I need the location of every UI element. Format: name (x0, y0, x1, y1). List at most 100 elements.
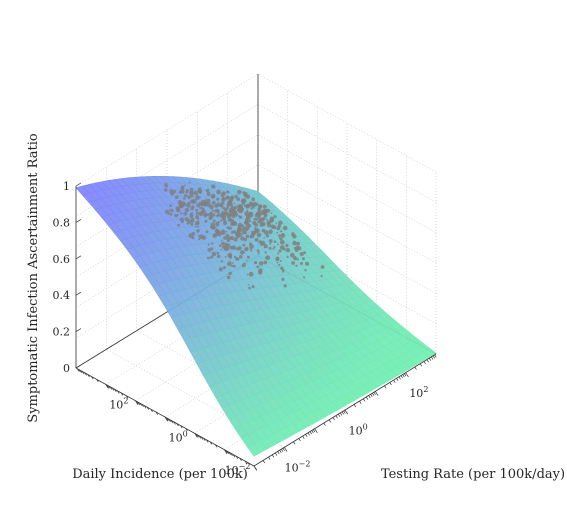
observation-point (206, 191, 211, 197)
y-tick (305, 434, 308, 438)
observation-point (190, 220, 194, 223)
observation-point (256, 232, 262, 238)
x-tick (84, 372, 87, 376)
observation-point (262, 209, 267, 213)
observation-point (276, 226, 281, 231)
observation-point (218, 244, 222, 247)
observation-point (221, 197, 225, 201)
observation-point (206, 213, 210, 217)
y-tick (298, 438, 301, 442)
observation-points (163, 181, 325, 290)
observation-point (273, 240, 277, 243)
observation-point (203, 213, 208, 218)
x-tick (232, 454, 236, 458)
observation-point (256, 265, 259, 269)
y-tick (384, 385, 387, 389)
observation-point (265, 256, 268, 259)
observation-point (199, 206, 203, 210)
y-tick (398, 376, 401, 380)
observation-point (215, 230, 220, 235)
observation-point (241, 226, 246, 231)
observation-point (279, 245, 285, 250)
x-tick (167, 418, 170, 422)
z-axis: 0 0.2 0.4 0.6 0.8 1 (53, 180, 82, 375)
surface-patch (247, 443, 261, 457)
observation-point (195, 208, 199, 212)
observation-point (283, 284, 287, 288)
observation-point (229, 235, 234, 240)
x-tick (108, 385, 111, 389)
observation-point (275, 257, 280, 262)
y-tick (332, 417, 335, 421)
y-tick (281, 448, 284, 452)
observation-point (248, 271, 254, 277)
y-tick (353, 404, 357, 408)
observation-point (187, 195, 192, 200)
observation-point (216, 223, 219, 227)
observation-point (257, 253, 260, 255)
observation-point (190, 222, 194, 226)
observation-point (229, 198, 234, 202)
observation-point (183, 197, 186, 200)
observation-point (245, 225, 250, 231)
observation-point (265, 234, 270, 238)
x-axis: 10−2 100 102 (77, 368, 258, 477)
observation-point (300, 261, 303, 265)
observation-point (265, 218, 268, 221)
observation-point (214, 209, 218, 213)
observation-point (246, 209, 249, 212)
observation-point (263, 244, 268, 249)
y-tick (262, 460, 266, 464)
observation-point (226, 226, 230, 230)
observation-point (171, 192, 175, 196)
observation-point (266, 220, 271, 225)
observation-point (236, 257, 240, 261)
observation-point (169, 212, 173, 216)
observation-point (268, 229, 273, 234)
observation-point (180, 203, 184, 208)
observation-point (184, 217, 189, 222)
y-tick (274, 452, 278, 456)
observation-point (276, 261, 279, 264)
observation-point (221, 241, 225, 246)
observation-point (219, 203, 224, 208)
x-tick (169, 419, 172, 423)
observation-point (249, 201, 254, 206)
observation-point (165, 185, 168, 188)
x-tick (185, 428, 188, 432)
observation-point (230, 205, 234, 208)
observation-point (207, 248, 211, 252)
observation-point (242, 191, 245, 194)
observation-point (212, 233, 218, 238)
observation-point (278, 249, 282, 253)
observation-point (241, 207, 244, 210)
observation-point (225, 213, 228, 216)
observation-point (220, 260, 223, 263)
observation-point (183, 184, 186, 187)
observation-point (299, 251, 304, 257)
observation-point (165, 209, 170, 214)
observation-point (205, 230, 209, 234)
observation-point (258, 251, 261, 253)
observation-point (163, 188, 168, 192)
observation-point (225, 207, 229, 210)
observation-point (256, 203, 259, 206)
observation-point (250, 207, 253, 210)
observation-point (222, 206, 226, 210)
y-tick (343, 410, 346, 414)
observation-point (258, 204, 263, 209)
x-tick (135, 400, 139, 406)
x-tick (126, 395, 129, 399)
x-tick (139, 403, 142, 406)
observation-point (230, 264, 233, 267)
y-tick (337, 413, 341, 417)
observation-point (268, 246, 272, 250)
observation-point (269, 216, 275, 222)
observation-point (198, 238, 201, 241)
x-tick (176, 423, 179, 427)
observation-point (244, 231, 247, 234)
x-tick (117, 390, 120, 394)
x-tick (244, 460, 248, 464)
observation-point (251, 197, 256, 202)
x-tick (206, 439, 209, 443)
